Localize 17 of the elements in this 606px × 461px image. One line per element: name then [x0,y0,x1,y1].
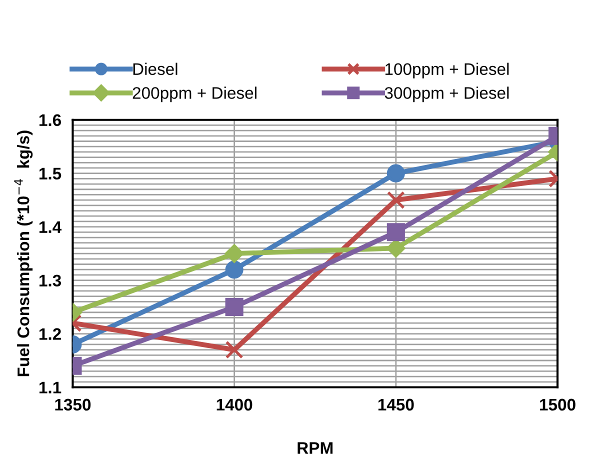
y-axis-title: Fuel Consumption (*10$^{−4}$ kg/s) [14,130,33,376]
x-tick-label: 1400 [216,398,252,411]
y-tick-label: 1.2 [39,328,61,340]
point [386,164,405,182]
legend-label: 300ppm + Diesel [384,86,509,102]
x-axis-title: RPM [298,442,333,454]
x-tick-label: 1500 [540,398,576,411]
y-tick-label: 1.3 [39,274,62,287]
x-tick-label: 1450 [378,398,414,411]
x-tick-label: 1350 [55,398,91,411]
legend-label: Diesel [133,62,178,76]
y-tick-label: 1.6 [39,114,62,126]
legend-label: 200ppm + Diesel [132,86,256,102]
legend-label: 100ppm + Diesel [385,62,509,78]
y-tick-label: 1.5 [39,168,62,180]
y-tick-label: 1.1 [39,382,62,394]
y-tick-label: 1.4 [39,221,62,233]
